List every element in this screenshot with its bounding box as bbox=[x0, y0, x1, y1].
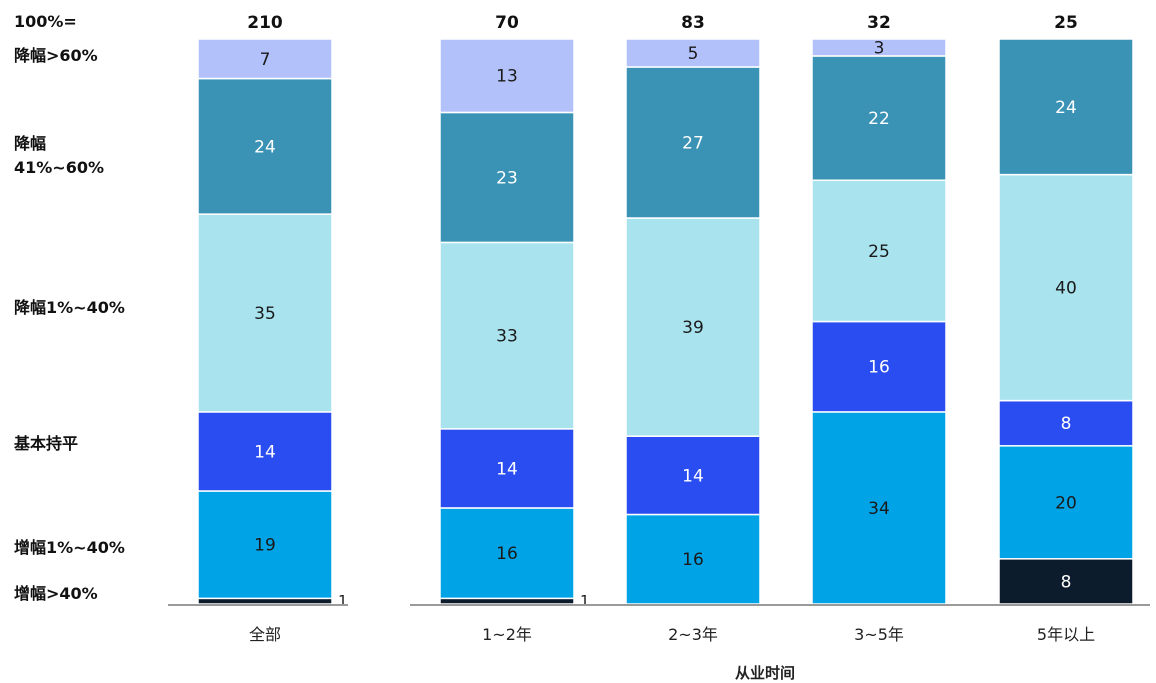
data-label: 13 bbox=[496, 67, 518, 87]
data-label: 22 bbox=[868, 109, 890, 129]
bar-segment bbox=[811, 320, 947, 413]
x-tick-label: 2~3年 bbox=[668, 625, 718, 644]
total-label: 25 bbox=[1054, 13, 1078, 33]
data-label: 34 bbox=[868, 499, 890, 519]
total-row-label: 100%= bbox=[14, 12, 77, 31]
bar-segment bbox=[811, 55, 947, 182]
x-axis-title: 从业时间 bbox=[735, 664, 796, 682]
bar-segment bbox=[998, 38, 1134, 176]
legend-label-decrease-1-40: 降幅1%~40% bbox=[14, 298, 125, 317]
data-label: 27 bbox=[682, 133, 704, 153]
data-label: 35 bbox=[254, 304, 276, 324]
bar-segment bbox=[625, 38, 761, 68]
data-label: 24 bbox=[1055, 98, 1077, 118]
x-tick-label: 全部 bbox=[249, 625, 281, 644]
data-label: 16 bbox=[682, 550, 704, 570]
x-tick-label: 1~2年 bbox=[482, 625, 532, 644]
data-label: 14 bbox=[496, 459, 518, 479]
x-tick-label: 5年以上 bbox=[1037, 625, 1095, 644]
bar-segment bbox=[439, 428, 575, 509]
bar-segment bbox=[197, 597, 333, 605]
data-label: 7 bbox=[260, 50, 271, 70]
bar-segment bbox=[811, 38, 947, 57]
bar-segment bbox=[625, 513, 761, 605]
data-label: 33 bbox=[496, 327, 518, 347]
data-label: 20 bbox=[1055, 493, 1077, 513]
data-label: 19 bbox=[254, 536, 276, 556]
data-label: 3 bbox=[874, 38, 885, 58]
bar-segment bbox=[439, 241, 575, 430]
bar-segment bbox=[625, 435, 761, 516]
bar-segment bbox=[439, 507, 575, 600]
bar-segment bbox=[439, 597, 575, 605]
bar-segment bbox=[197, 38, 333, 80]
data-label: 25 bbox=[868, 242, 890, 262]
data-label: 8 bbox=[1061, 414, 1072, 434]
legend-label-decrease-gt60: 降幅>60% bbox=[14, 46, 98, 65]
data-label: 5 bbox=[688, 44, 699, 64]
total-label: 32 bbox=[867, 13, 891, 33]
bar-segment bbox=[811, 411, 947, 605]
bar-segment bbox=[197, 411, 333, 492]
data-label: 14 bbox=[682, 466, 704, 486]
total-label: 210 bbox=[247, 13, 283, 33]
data-label: 24 bbox=[254, 137, 276, 157]
x-tick-label: 3~5年 bbox=[854, 625, 904, 644]
bar-segment bbox=[811, 179, 947, 323]
total-label: 70 bbox=[495, 13, 519, 33]
legend-label-decrease-41-60: 降幅 41%~60% bbox=[14, 134, 104, 177]
total-label: 83 bbox=[681, 13, 705, 33]
bar-segment bbox=[625, 217, 761, 437]
bar-segment bbox=[197, 77, 333, 215]
bar-segment bbox=[439, 38, 575, 114]
bar-segment bbox=[439, 111, 575, 244]
data-label: 1 bbox=[580, 592, 590, 610]
legend-label-increase-1-40: 增幅1%~40% bbox=[14, 538, 125, 557]
bar-segment bbox=[998, 558, 1134, 605]
data-label: 8 bbox=[1061, 572, 1072, 592]
bar-segment bbox=[197, 490, 333, 600]
data-label: 16 bbox=[496, 544, 518, 564]
bar-segment bbox=[998, 173, 1134, 402]
bar-segment bbox=[998, 399, 1134, 447]
data-label: 23 bbox=[496, 168, 518, 188]
data-label: 14 bbox=[254, 442, 276, 462]
data-label: 40 bbox=[1055, 279, 1077, 299]
data-label: 1 bbox=[338, 592, 348, 610]
data-label: 39 bbox=[682, 318, 704, 338]
legend-label-increase-gt40: 增幅>40% bbox=[14, 584, 98, 603]
legend-label-flat: 基本持平 bbox=[14, 434, 79, 453]
data-label: 16 bbox=[868, 358, 890, 378]
